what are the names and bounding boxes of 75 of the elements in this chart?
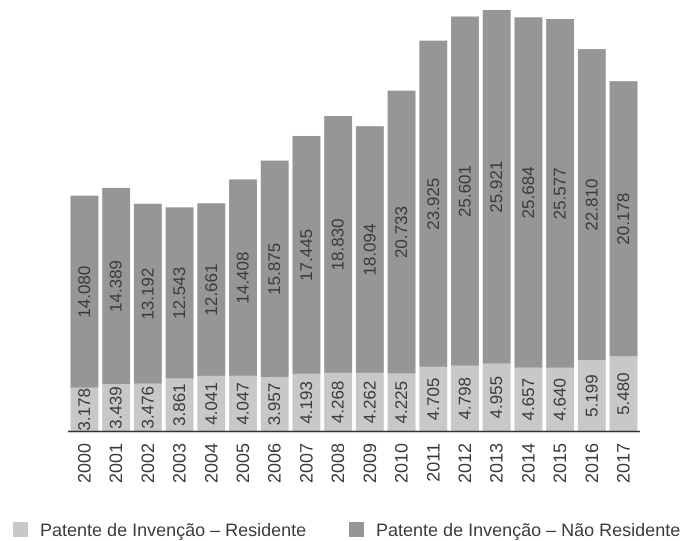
bar xyxy=(610,81,638,356)
x-tick-label: 2016 xyxy=(582,443,602,484)
x-tick-label: 2006 xyxy=(264,443,285,484)
data-label: 18.830 xyxy=(328,218,348,270)
bar xyxy=(482,10,511,364)
bar xyxy=(102,188,130,384)
x-tick-label: 2000 xyxy=(74,443,94,484)
x-tick-label: 2004 xyxy=(201,443,222,484)
data-label: 18.094 xyxy=(360,224,380,276)
x-tick-label: 2012 xyxy=(454,443,475,484)
x-tick-label: 2002 xyxy=(138,443,158,484)
bar xyxy=(260,160,289,378)
x-tick-label: 2013 xyxy=(486,443,507,484)
x-tick-label: 2011 xyxy=(423,443,444,482)
data-label: 13.192 xyxy=(138,268,158,320)
data-label: 3.957 xyxy=(265,382,284,426)
x-tick-label: 2001 xyxy=(106,443,126,484)
data-label: 25.921 xyxy=(487,160,506,213)
bar xyxy=(388,90,416,374)
x-tick-label: 2014 xyxy=(518,443,538,484)
bar xyxy=(166,207,194,378)
bar xyxy=(197,203,226,376)
data-label: 22.810 xyxy=(582,178,602,231)
data-label: 17.445 xyxy=(296,228,316,281)
data-label: 3.178 xyxy=(74,388,94,431)
data-label: 20.733 xyxy=(392,206,412,258)
data-label: 3.476 xyxy=(138,386,158,429)
data-label: 12.543 xyxy=(170,266,190,319)
bar xyxy=(546,18,574,368)
data-label: 4.225 xyxy=(392,380,412,424)
data-label: 25.577 xyxy=(550,167,570,220)
bar xyxy=(292,136,320,374)
data-label: 5.480 xyxy=(614,372,634,415)
bar xyxy=(419,40,448,367)
data-label: 23.925 xyxy=(424,178,443,230)
data-label: 3.439 xyxy=(106,386,126,429)
x-tick-label: 2015 xyxy=(550,443,570,484)
x-tick-label: 2005 xyxy=(233,443,254,484)
data-label: 15.875 xyxy=(265,242,284,295)
x-tick-label: 2008 xyxy=(328,443,348,484)
data-label: 12.661 xyxy=(202,264,221,316)
data-label: 5.199 xyxy=(582,374,602,417)
data-label: 14.408 xyxy=(234,252,253,304)
legend-label: Patente de Invenção – Não Residente xyxy=(376,520,680,540)
data-label: 25.684 xyxy=(518,166,538,218)
data-label: 14.389 xyxy=(106,260,126,312)
x-tick-label: 2003 xyxy=(170,443,190,484)
data-label: 4.262 xyxy=(360,380,380,424)
data-label: 3.861 xyxy=(170,383,190,426)
bar xyxy=(514,17,542,368)
bar xyxy=(451,16,479,366)
legend-label: Patente de Invenção – Residente xyxy=(40,520,306,540)
x-tick-label: 2010 xyxy=(392,443,412,484)
bar xyxy=(578,49,606,360)
bar xyxy=(324,116,352,373)
bar xyxy=(356,126,384,373)
x-tick-label: 2007 xyxy=(296,443,316,484)
data-label: 20.178 xyxy=(614,192,634,245)
data-label: 14.080 xyxy=(74,266,94,318)
data-label: 4.268 xyxy=(328,380,348,424)
x-tick-label: 2009 xyxy=(360,443,380,484)
data-label: 4.657 xyxy=(518,378,538,421)
data-label: 4.193 xyxy=(296,381,316,424)
bar xyxy=(134,204,162,384)
bar xyxy=(229,179,257,376)
bar xyxy=(70,196,98,388)
data-label: 4.047 xyxy=(234,382,253,425)
data-label: 4.041 xyxy=(202,382,221,425)
data-label: 4.798 xyxy=(455,377,474,420)
bar xyxy=(578,360,606,431)
data-label: 4.955 xyxy=(487,376,506,418)
x-tick-label: 2017 xyxy=(614,443,634,484)
data-label: 4.705 xyxy=(424,378,443,420)
data-label: 4.640 xyxy=(550,378,570,421)
data-label: 25.601 xyxy=(455,165,474,218)
